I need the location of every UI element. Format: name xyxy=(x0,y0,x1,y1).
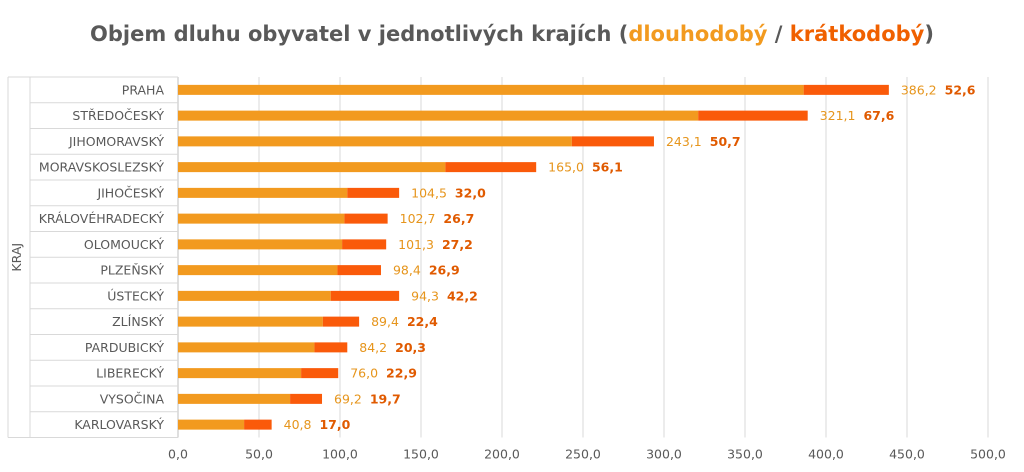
value-label-short-term: 52,6 xyxy=(945,82,976,97)
value-label-short-term: 56,1 xyxy=(592,160,623,175)
bar-long-term xyxy=(178,84,804,95)
value-label-short-term: 20,3 xyxy=(395,340,426,355)
bar-long-term xyxy=(178,290,331,301)
x-tick-label: 350,0 xyxy=(727,447,763,462)
bar-long-term xyxy=(178,136,572,147)
value-label-short-term: 17,0 xyxy=(319,417,350,432)
value-label-long-term: 104,5 xyxy=(411,185,447,200)
x-tick-label: 450,0 xyxy=(889,447,925,462)
x-tick-label: 150,0 xyxy=(403,447,439,462)
bar-short-term xyxy=(301,368,339,379)
y-axis-label: KRAJ xyxy=(9,243,24,272)
x-tick-label: 0,0 xyxy=(168,447,188,462)
title-short-term: krátkodobý xyxy=(789,22,925,46)
bar-short-term xyxy=(347,187,400,198)
value-label-short-term: 22,4 xyxy=(407,314,438,329)
bar-short-term xyxy=(571,136,654,147)
value-label-long-term: 165,0 xyxy=(548,160,584,175)
x-tick-label: 300,0 xyxy=(646,447,682,462)
bar-short-term xyxy=(244,419,272,430)
value-label-long-term: 94,3 xyxy=(411,288,439,303)
x-tick-label: 100,0 xyxy=(322,447,358,462)
value-label-long-term: 76,0 xyxy=(350,366,378,381)
title-separator: / xyxy=(767,22,790,46)
category-label: KARLOVARSKÝ xyxy=(74,417,164,432)
value-labels: 386,2 52,6 321,1 67,6 243,1 50,7 165,0 56,1 104,… xyxy=(284,82,976,432)
category-label: VYSOČINA xyxy=(100,391,165,406)
value-label-long-term: 69,2 xyxy=(334,391,362,406)
value-label-long-term: 101,3 xyxy=(398,237,434,252)
bar-long-term xyxy=(178,265,338,276)
bar-long-term xyxy=(178,110,699,121)
bar-short-term xyxy=(342,239,387,250)
bar-short-term xyxy=(322,316,360,327)
bar-short-term xyxy=(344,213,388,224)
category-label: PARDUBICKÝ xyxy=(85,340,164,355)
category-axis: PRAHA STŘEDOČESKÝ JIHOMORAVSKÝ MORAVSKOSLEZ… xyxy=(7,76,179,438)
category-label: PLZEŇSKÝ xyxy=(100,263,164,278)
bar-series xyxy=(178,84,889,430)
chart-title: Objem dluhu obyvatel v jednotlivých kraj… xyxy=(0,22,1024,46)
value-label-long-term: 243,1 xyxy=(666,134,702,149)
bar-short-term xyxy=(330,290,400,301)
value-label-short-term: 26,7 xyxy=(443,211,474,226)
bar-short-term xyxy=(314,342,348,353)
grid-lines xyxy=(177,77,989,438)
bar-long-term xyxy=(178,393,291,404)
value-label-short-term: 32,0 xyxy=(455,185,486,200)
bar-short-term xyxy=(445,162,537,173)
value-label-long-term: 102,7 xyxy=(400,211,436,226)
bar-short-term xyxy=(803,84,889,95)
value-label-long-term: 84,2 xyxy=(359,340,387,355)
bar-short-term xyxy=(290,393,323,404)
bar-short-term xyxy=(337,265,381,276)
title-long-term: dlouhodobý xyxy=(628,22,768,46)
category-label: KRÁLOVÉHRADECKÝ xyxy=(39,211,165,226)
x-axis-ticks: 0,0 50,0 100,0 150,0 200,0 250,0 300,0 350,0 400… xyxy=(168,447,1006,462)
x-tick-label: 400,0 xyxy=(808,447,844,462)
value-label-short-term: 50,7 xyxy=(710,134,741,149)
value-label-short-term: 19,7 xyxy=(370,391,401,406)
bar-long-term xyxy=(178,187,348,198)
bar-long-term xyxy=(178,213,345,224)
value-label-long-term: 386,2 xyxy=(901,82,937,97)
category-label: OLOMOUCKÝ xyxy=(84,237,164,252)
category-label: MORAVSKOSLEZSKÝ xyxy=(39,160,164,175)
title-prefix: Objem dluhu obyvatel v jednotlivých kraj… xyxy=(90,22,629,46)
category-label: PRAHA xyxy=(122,82,165,97)
title-suffix: ) xyxy=(924,22,934,46)
category-label: JIHOMORAVSKÝ xyxy=(68,134,164,149)
bar-long-term xyxy=(178,239,343,250)
x-tick-label: 500,0 xyxy=(970,447,1006,462)
value-label-short-term: 67,6 xyxy=(863,108,894,123)
category-label: ZLÍNSKÝ xyxy=(112,314,164,329)
value-label-short-term: 26,9 xyxy=(429,263,460,278)
value-label-long-term: 89,4 xyxy=(371,314,399,329)
value-label-long-term: 40,8 xyxy=(284,417,312,432)
category-label: STŘEDOČESKÝ xyxy=(72,108,164,123)
category-label: JIHOČESKÝ xyxy=(96,185,164,200)
x-tick-label: 50,0 xyxy=(245,447,273,462)
value-label-long-term: 98,4 xyxy=(393,263,421,278)
value-label-long-term: 321,1 xyxy=(820,108,856,123)
value-label-short-term: 42,2 xyxy=(447,288,478,303)
bar-long-term xyxy=(178,419,245,430)
value-label-short-term: 27,2 xyxy=(442,237,473,252)
category-label: LIBERECKÝ xyxy=(96,366,164,381)
bar-long-term xyxy=(178,368,302,379)
x-tick-label: 250,0 xyxy=(565,447,601,462)
bar-short-term xyxy=(698,110,808,121)
bar-long-term xyxy=(178,316,323,327)
x-tick-label: 200,0 xyxy=(484,447,520,462)
bar-long-term xyxy=(178,162,446,173)
value-label-short-term: 22,9 xyxy=(386,366,417,381)
bar-long-term xyxy=(178,342,315,353)
category-label: ÚSTECKÝ xyxy=(107,288,164,303)
